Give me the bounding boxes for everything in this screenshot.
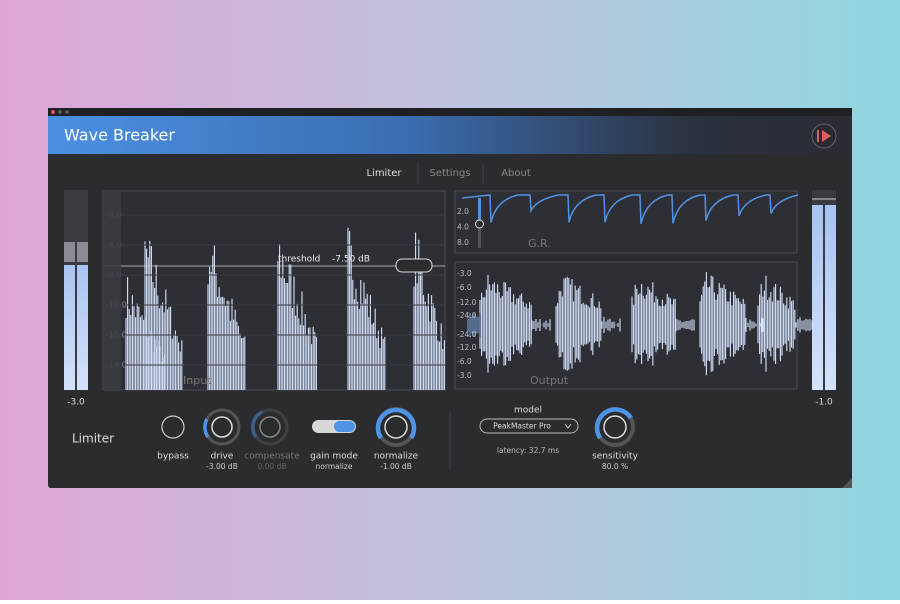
control-label: gain mode	[310, 452, 358, 462]
toggle-thumb	[334, 421, 355, 432]
model-dropdown[interactable]	[479, 418, 579, 434]
scale-label: 2.0	[457, 207, 469, 216]
control-value: 80.0 %	[602, 462, 628, 471]
control-label: drive	[211, 452, 234, 462]
control-label: bypass	[157, 452, 189, 462]
max-dot[interactable]	[65, 110, 69, 114]
tab[interactable]: Settings	[429, 168, 470, 179]
app-title: Wave Breaker	[64, 126, 175, 145]
meter-peak	[77, 242, 88, 262]
control-value: 0.00 dB	[258, 462, 287, 471]
gr-slider-handle[interactable]	[475, 219, 484, 229]
meter-value: -3.0	[67, 398, 85, 408]
knob-arc	[375, 407, 417, 440]
gr-label: G.R.	[528, 237, 551, 250]
scale-label: -3.0	[457, 371, 472, 380]
meter-fill	[812, 205, 823, 390]
control-label: compensate	[244, 452, 300, 462]
scale-label: -3.0	[457, 269, 472, 278]
gr-scale: 2.0 4.0 8.0	[457, 207, 469, 247]
control-label: normalize	[374, 452, 419, 462]
tab[interactable]: Limiter	[366, 168, 402, 179]
title-bar	[48, 108, 852, 116]
control-value: -3.00 dB	[206, 462, 238, 471]
compensate-knob[interactable]	[251, 408, 289, 446]
threshold-value: -7.50 dB	[332, 255, 370, 265]
threshold-label: threshold	[278, 255, 320, 265]
header	[48, 116, 852, 154]
dropdown-arrow	[564, 423, 572, 429]
section-label: Limiter	[72, 432, 114, 446]
tab[interactable]: About	[501, 168, 531, 179]
threshold-handle[interactable]	[395, 258, 433, 273]
bypass-button[interactable]	[161, 415, 185, 439]
output-label: Output	[530, 374, 569, 387]
scale-label: -6.0	[457, 283, 472, 292]
scale-label: -24.0	[457, 311, 477, 320]
scale-label: 4.0	[457, 223, 469, 232]
output-waveform	[467, 272, 815, 376]
dropdown-value: PeakMaster Pro	[493, 422, 551, 431]
scale-label: -6.0	[457, 357, 472, 366]
knob-body	[211, 416, 233, 438]
knob-body	[259, 416, 281, 438]
knob-body	[603, 415, 627, 439]
input-label: Input	[183, 374, 212, 387]
input-meter	[103, 191, 121, 390]
close-dot[interactable]	[51, 110, 55, 114]
scale-label: -12.0	[457, 343, 477, 352]
control-label: model	[514, 406, 542, 416]
scale-label: -12.0	[457, 298, 477, 307]
meter-fill	[825, 205, 836, 390]
output-scale: -3.0 -6.0 -12.0 -24.0 -24.0 -12.0 -6.0 -3.0	[457, 269, 477, 380]
control-value: normalize	[316, 462, 353, 471]
window: Wave Breaker Limiter Settings About -3.0…	[48, 108, 852, 488]
control-label: sensitivity	[592, 452, 639, 462]
scale-label: -24.0	[457, 330, 477, 339]
play-icon	[817, 130, 819, 142]
knob-body	[384, 415, 408, 439]
meter-fill	[77, 265, 88, 390]
scale-label: 8.0	[457, 238, 469, 247]
latency: latency: 32.7 ms	[497, 446, 559, 455]
gr-display	[454, 190, 798, 254]
play-icon	[822, 130, 831, 142]
meter-fill	[64, 265, 75, 390]
min-dot[interactable]	[58, 110, 62, 114]
drive-knob[interactable]	[203, 408, 241, 446]
knob-arc	[203, 418, 210, 439]
waveform	[125, 227, 445, 390]
meter-peak	[64, 242, 75, 262]
input-waveform	[125, 227, 445, 390]
control-value: -1.00 dB	[380, 462, 412, 471]
sensitivity-knob[interactable]	[594, 407, 635, 447]
gr-curve	[461, 194, 799, 225]
normalize-knob[interactable]	[375, 407, 417, 447]
gr-slider-fill	[478, 198, 481, 224]
meter-value: -1.0	[815, 398, 833, 408]
resize-grip[interactable]	[842, 478, 852, 488]
knob-arc	[251, 410, 263, 439]
knob-arc	[594, 407, 633, 440]
